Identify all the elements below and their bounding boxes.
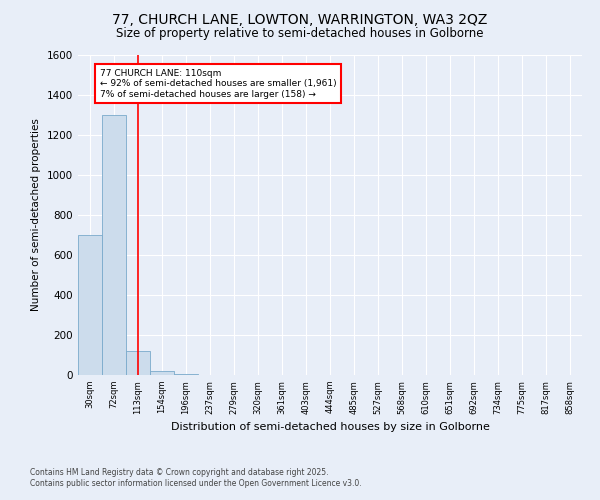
Bar (78, 235, 102, 375)
Text: Size of property relative to semi-detached houses in Golborne: Size of property relative to semi-detach… (116, 28, 484, 40)
Text: 77 CHURCH LANE: 110sqm
← 92% of semi-detached houses are smaller (1,961)
7% of s: 77 CHURCH LANE: 110sqm ← 92% of semi-det… (100, 69, 336, 99)
Bar (150, 371, 174, 375)
Bar (174, 374, 198, 375)
Text: Contains HM Land Registry data © Crown copyright and database right 2025.
Contai: Contains HM Land Registry data © Crown c… (30, 468, 362, 487)
Y-axis label: Number of semi-detached properties: Number of semi-detached properties (31, 118, 41, 312)
Bar (102, 115, 126, 375)
X-axis label: Distribution of semi-detached houses by size in Golborne: Distribution of semi-detached houses by … (170, 422, 490, 432)
Text: 77, CHURCH LANE, LOWTON, WARRINGTON, WA3 2QZ: 77, CHURCH LANE, LOWTON, WARRINGTON, WA3… (112, 12, 488, 26)
Bar (126, 351, 150, 375)
